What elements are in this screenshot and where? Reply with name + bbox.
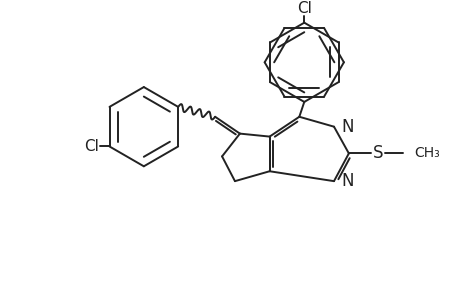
Text: Cl: Cl: [296, 1, 311, 16]
Text: Cl: Cl: [84, 139, 99, 154]
Text: N: N: [340, 118, 353, 136]
Text: CH₃: CH₃: [413, 146, 439, 161]
Text: N: N: [340, 172, 353, 190]
Text: S: S: [373, 144, 383, 162]
